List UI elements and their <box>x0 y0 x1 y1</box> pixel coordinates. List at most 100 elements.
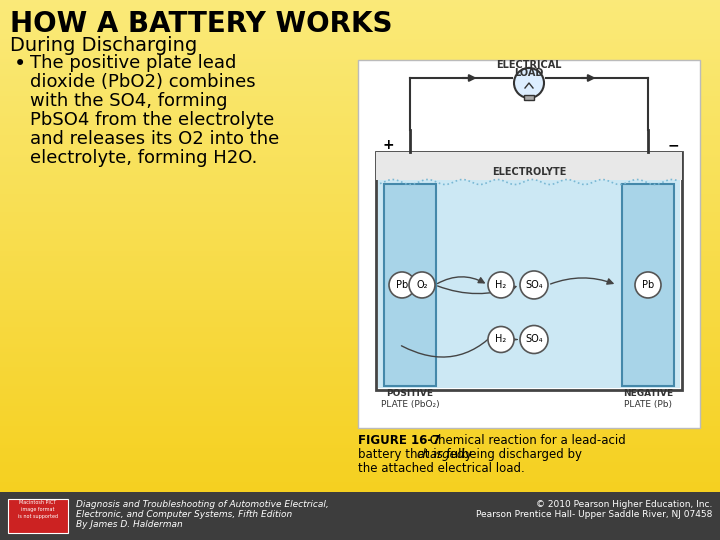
Bar <box>0 310 720 313</box>
Text: By James D. Halderman: By James D. Halderman <box>76 520 183 529</box>
Bar <box>0 10 720 12</box>
Bar <box>0 349 720 352</box>
Text: HOW A BATTERY WORKS: HOW A BATTERY WORKS <box>10 10 392 38</box>
Bar <box>0 15 720 17</box>
Bar <box>0 143 720 145</box>
Text: SO₄: SO₄ <box>525 280 543 290</box>
Bar <box>0 362 720 364</box>
Bar <box>0 293 720 295</box>
Text: © 2010 Pearson Higher Education, Inc.: © 2010 Pearson Higher Education, Inc. <box>536 500 712 509</box>
Bar <box>0 0 720 3</box>
Bar <box>0 470 720 472</box>
Bar <box>0 443 720 445</box>
Bar <box>0 261 720 263</box>
Bar <box>0 74 720 76</box>
Bar <box>0 234 720 236</box>
Bar <box>0 140 720 143</box>
Text: Chemical reaction for a lead-acid: Chemical reaction for a lead-acid <box>426 434 626 447</box>
Text: Macintosh PICT: Macintosh PICT <box>19 500 57 505</box>
Text: O₂: O₂ <box>416 280 428 290</box>
Bar <box>0 426 720 428</box>
Bar <box>0 221 720 224</box>
Bar <box>0 381 720 384</box>
Bar <box>0 25 720 27</box>
Bar <box>0 76 720 79</box>
Bar <box>0 128 720 130</box>
Bar <box>0 192 720 194</box>
Bar <box>0 275 720 278</box>
Bar <box>0 251 720 253</box>
Bar <box>0 116 720 118</box>
Circle shape <box>514 68 544 98</box>
Bar <box>0 214 720 217</box>
Bar <box>0 408 720 411</box>
Bar <box>0 416 720 418</box>
Text: PbSO4 from the electrolyte: PbSO4 from the electrolyte <box>30 111 274 129</box>
Bar <box>0 411 720 413</box>
Bar <box>0 288 720 291</box>
Text: ELECTRICAL: ELECTRICAL <box>496 60 562 70</box>
Bar <box>0 453 720 455</box>
Bar <box>0 244 720 246</box>
Bar <box>0 300 720 302</box>
Bar <box>0 460 720 462</box>
Text: PLATE (Pb): PLATE (Pb) <box>624 400 672 409</box>
Bar <box>0 246 720 248</box>
Text: Pb: Pb <box>642 280 654 290</box>
Bar <box>0 391 720 394</box>
Bar <box>0 298 720 300</box>
Bar <box>0 44 720 47</box>
Circle shape <box>520 271 548 299</box>
Bar <box>0 357 720 359</box>
Bar <box>0 448 720 450</box>
Bar <box>0 54 720 57</box>
Bar <box>0 421 720 423</box>
Bar <box>0 62 720 64</box>
Bar <box>0 307 720 310</box>
Bar <box>0 64 720 66</box>
Bar <box>0 209 720 212</box>
Bar <box>0 207 720 209</box>
Bar <box>0 384 720 386</box>
Bar <box>0 89 720 91</box>
Bar <box>0 22 720 25</box>
Bar <box>0 145 720 147</box>
Text: with the SO4, forming: with the SO4, forming <box>30 92 228 110</box>
Bar <box>0 229 720 231</box>
Bar <box>0 101 720 103</box>
Bar <box>8 499 68 533</box>
Bar <box>0 35 720 37</box>
Text: Diagnosis and Troubleshooting of Automotive Electrical,: Diagnosis and Troubleshooting of Automot… <box>76 500 329 509</box>
Bar <box>0 202 720 204</box>
Bar <box>0 224 720 226</box>
Bar <box>0 329 720 332</box>
Bar <box>0 403 720 406</box>
Bar <box>0 322 720 325</box>
Bar <box>0 446 720 448</box>
Bar <box>0 118 720 120</box>
Text: the attached electrical load.: the attached electrical load. <box>358 462 525 475</box>
Bar <box>0 490 720 492</box>
Bar <box>0 57 720 59</box>
Bar <box>0 268 720 271</box>
Circle shape <box>409 272 435 298</box>
Text: PLATE (PbO₂): PLATE (PbO₂) <box>381 400 439 409</box>
Bar <box>0 204 720 207</box>
Circle shape <box>520 326 548 354</box>
Bar <box>0 79 720 81</box>
Bar <box>0 372 720 374</box>
Bar <box>0 133 720 136</box>
Text: SO₄: SO₄ <box>525 334 543 345</box>
Bar <box>0 130 720 133</box>
Bar <box>0 8 720 10</box>
Bar <box>0 219 720 221</box>
Bar <box>0 278 720 280</box>
Bar <box>0 413 720 416</box>
Circle shape <box>389 272 415 298</box>
Bar <box>0 492 720 540</box>
Bar <box>0 438 720 440</box>
Text: During Discharging: During Discharging <box>10 36 197 55</box>
Bar <box>0 318 720 320</box>
Bar <box>0 19 720 22</box>
Bar <box>0 84 720 86</box>
